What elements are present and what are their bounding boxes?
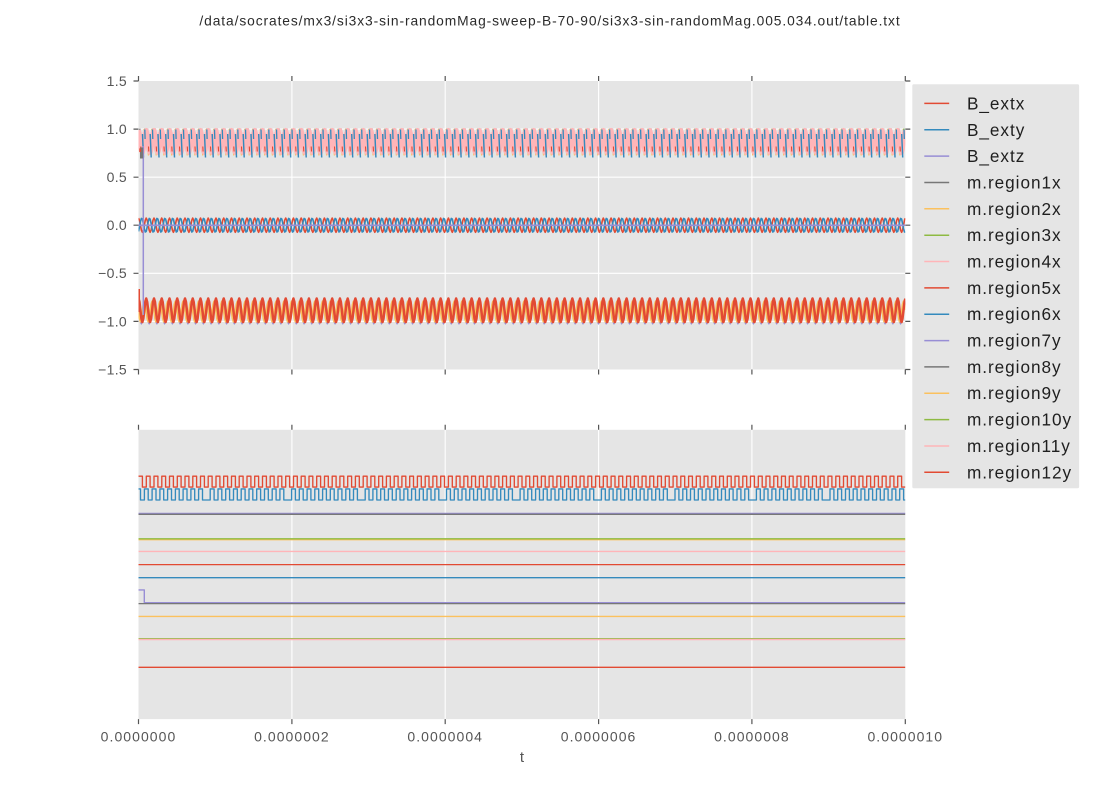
svg-text:m.region5x: m.region5x <box>967 278 1062 298</box>
svg-text:m.region2x: m.region2x <box>967 199 1062 219</box>
svg-text:0.0000002: 0.0000002 <box>254 729 330 745</box>
svg-text:m.region1x: m.region1x <box>967 173 1062 193</box>
svg-text:m.region6x: m.region6x <box>967 304 1062 324</box>
svg-text:/data/socrates/mx3/si3x3-sin-r: /data/socrates/mx3/si3x3-sin-randomMag-s… <box>199 14 900 29</box>
svg-text:−0.5: −0.5 <box>98 265 127 281</box>
svg-text:m.region8y: m.region8y <box>967 357 1062 377</box>
svg-text:0.0000000: 0.0000000 <box>101 729 177 745</box>
svg-text:0.0000006: 0.0000006 <box>561 729 637 745</box>
svg-text:0.5: 0.5 <box>107 169 127 185</box>
svg-text:m.region3x: m.region3x <box>967 225 1062 245</box>
svg-text:B_extz: B_extz <box>967 146 1025 166</box>
svg-text:0.0000010: 0.0000010 <box>867 729 943 745</box>
svg-text:m.region11y: m.region11y <box>967 436 1071 456</box>
svg-text:m.region9y: m.region9y <box>967 383 1062 403</box>
svg-text:B_extx: B_extx <box>967 93 1025 113</box>
svg-text:m.region12y: m.region12y <box>967 462 1072 482</box>
svg-text:0.0: 0.0 <box>107 217 127 233</box>
svg-text:0.0000004: 0.0000004 <box>407 729 483 745</box>
svg-text:1.0: 1.0 <box>107 121 127 137</box>
svg-text:−1.5: −1.5 <box>98 361 127 377</box>
svg-text:m.region10y: m.region10y <box>967 410 1072 430</box>
svg-text:m.region7y: m.region7y <box>967 331 1062 351</box>
svg-text:t: t <box>520 749 525 766</box>
svg-text:−1.0: −1.0 <box>98 313 127 329</box>
svg-text:m.region4x: m.region4x <box>967 252 1062 272</box>
svg-text:B_exty: B_exty <box>967 120 1025 140</box>
svg-text:1.5: 1.5 <box>107 73 127 89</box>
svg-text:0.0000008: 0.0000008 <box>714 729 790 745</box>
